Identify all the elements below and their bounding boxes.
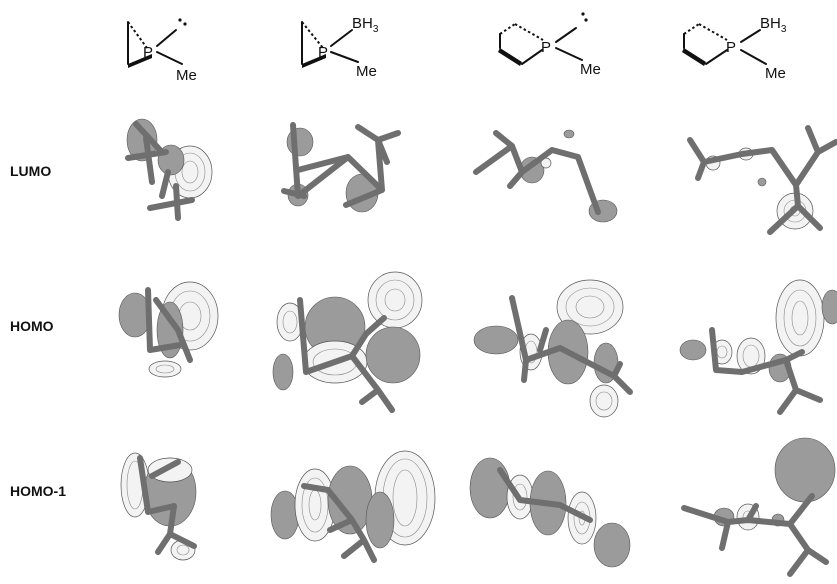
- orbital-homo-4: [679, 279, 837, 415]
- lone-pair-dot: [584, 18, 588, 22]
- orbital-lumo-1: [125, 118, 213, 221]
- structure-1-me-label: Me: [176, 67, 197, 84]
- structure-3-me-label: Me: [580, 61, 601, 78]
- orbital-lumo-3: [473, 129, 618, 223]
- structure-4-p-label: P: [726, 39, 736, 56]
- structure-4-bh-label: BH3: [760, 15, 787, 35]
- row-label-homo: HOMO: [10, 318, 54, 334]
- orbital-lumo-2: [281, 122, 401, 213]
- structure-2-me-label: Me: [356, 63, 377, 80]
- lone-pair-dot: [178, 18, 182, 22]
- orbital-homo-2: [272, 271, 423, 413]
- structure-3-p-label: P: [541, 39, 551, 56]
- lone-pair-dot: [183, 22, 187, 26]
- structure-3-phosphetane: P Me: [498, 12, 601, 78]
- structure-2-bh-label: BH3: [352, 15, 379, 35]
- lone-pair-dot: [581, 12, 585, 16]
- orbital-homo1-1: [120, 452, 197, 561]
- orbital-homo1-2: [270, 450, 436, 563]
- orbital-lumo-4: [687, 125, 837, 235]
- orbital-homo-1: [118, 281, 219, 378]
- structure-2-phosphirane-borane: P BH3 Me: [301, 15, 379, 80]
- orbital-homo1-4: [681, 437, 836, 577]
- row-label-homo-1: HOMO-1: [10, 483, 66, 499]
- structure-1-p-label: P: [143, 44, 153, 61]
- structure-1-phosphirane: P Me: [127, 18, 197, 84]
- orbital-homo1-3: [469, 457, 631, 568]
- structure-2-p-label: P: [318, 44, 328, 61]
- row-label-lumo: LUMO: [10, 163, 51, 179]
- structure-4-me-label: Me: [765, 65, 786, 82]
- orbital-homo-3: [473, 279, 633, 418]
- structure-4-phosphetane-borane: P BH3 Me: [682, 15, 787, 82]
